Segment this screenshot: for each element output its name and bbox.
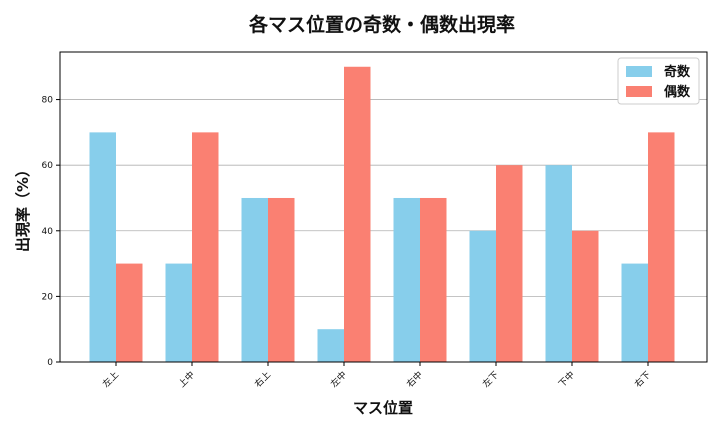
bar-偶数-左中	[344, 66, 371, 362]
x-tick-label: 左下	[480, 369, 501, 390]
bar-奇数-左上	[89, 132, 116, 362]
chart-title: 各マス位置の奇数・偶数出現率	[248, 13, 515, 36]
bar-偶数-左下	[496, 165, 523, 362]
y-axis-label: 出現率（%）	[14, 162, 32, 252]
plot-frame	[59, 51, 708, 363]
x-tick-label: 右下	[632, 369, 653, 390]
bar-偶数-左上	[116, 263, 143, 362]
legend-label-奇数: 奇数	[664, 64, 691, 80]
bar-奇数-上中	[165, 263, 192, 362]
bar-偶数-下中	[572, 230, 599, 362]
x-tick-label: 右上	[252, 369, 273, 390]
y-tick-label: 80	[42, 96, 54, 106]
y-tick-label: 0	[47, 358, 53, 368]
x-tick-label: 右中	[404, 369, 425, 390]
y-tick-label: 40	[42, 227, 54, 237]
legend-label-偶数: 偶数	[664, 84, 691, 100]
legend-swatch-偶数	[626, 86, 652, 97]
x-axis-ticks: 左上 上中 右上 左中 右中 左下 下中 右下	[100, 362, 653, 390]
bars	[89, 66, 675, 362]
bar-奇数-右中	[393, 197, 420, 362]
bar-奇数-下中	[545, 165, 572, 362]
x-axis-label: マス位置	[353, 399, 413, 417]
bar-奇数-左下	[469, 230, 496, 362]
legend-swatch-奇数	[626, 66, 652, 77]
x-tick-label: 左中	[328, 369, 349, 390]
y-tick-label: 60	[42, 161, 54, 171]
bar-偶数-右上	[268, 197, 295, 362]
bar-偶数-右中	[420, 197, 447, 362]
x-tick-label: 上中	[176, 369, 197, 390]
x-tick-label: 左上	[100, 369, 121, 390]
bar-偶数-上中	[192, 132, 219, 362]
grid	[60, 99, 707, 297]
bar-奇数-左中	[317, 329, 344, 362]
bar-偶数-右下	[648, 132, 675, 362]
y-tick-label: 20	[42, 292, 54, 302]
x-tick-label: 下中	[556, 369, 577, 390]
bar-奇数-右下	[621, 263, 648, 362]
y-axis-ticks: 0 20 40 60 80	[42, 96, 60, 368]
bar-奇数-右上	[241, 197, 268, 362]
